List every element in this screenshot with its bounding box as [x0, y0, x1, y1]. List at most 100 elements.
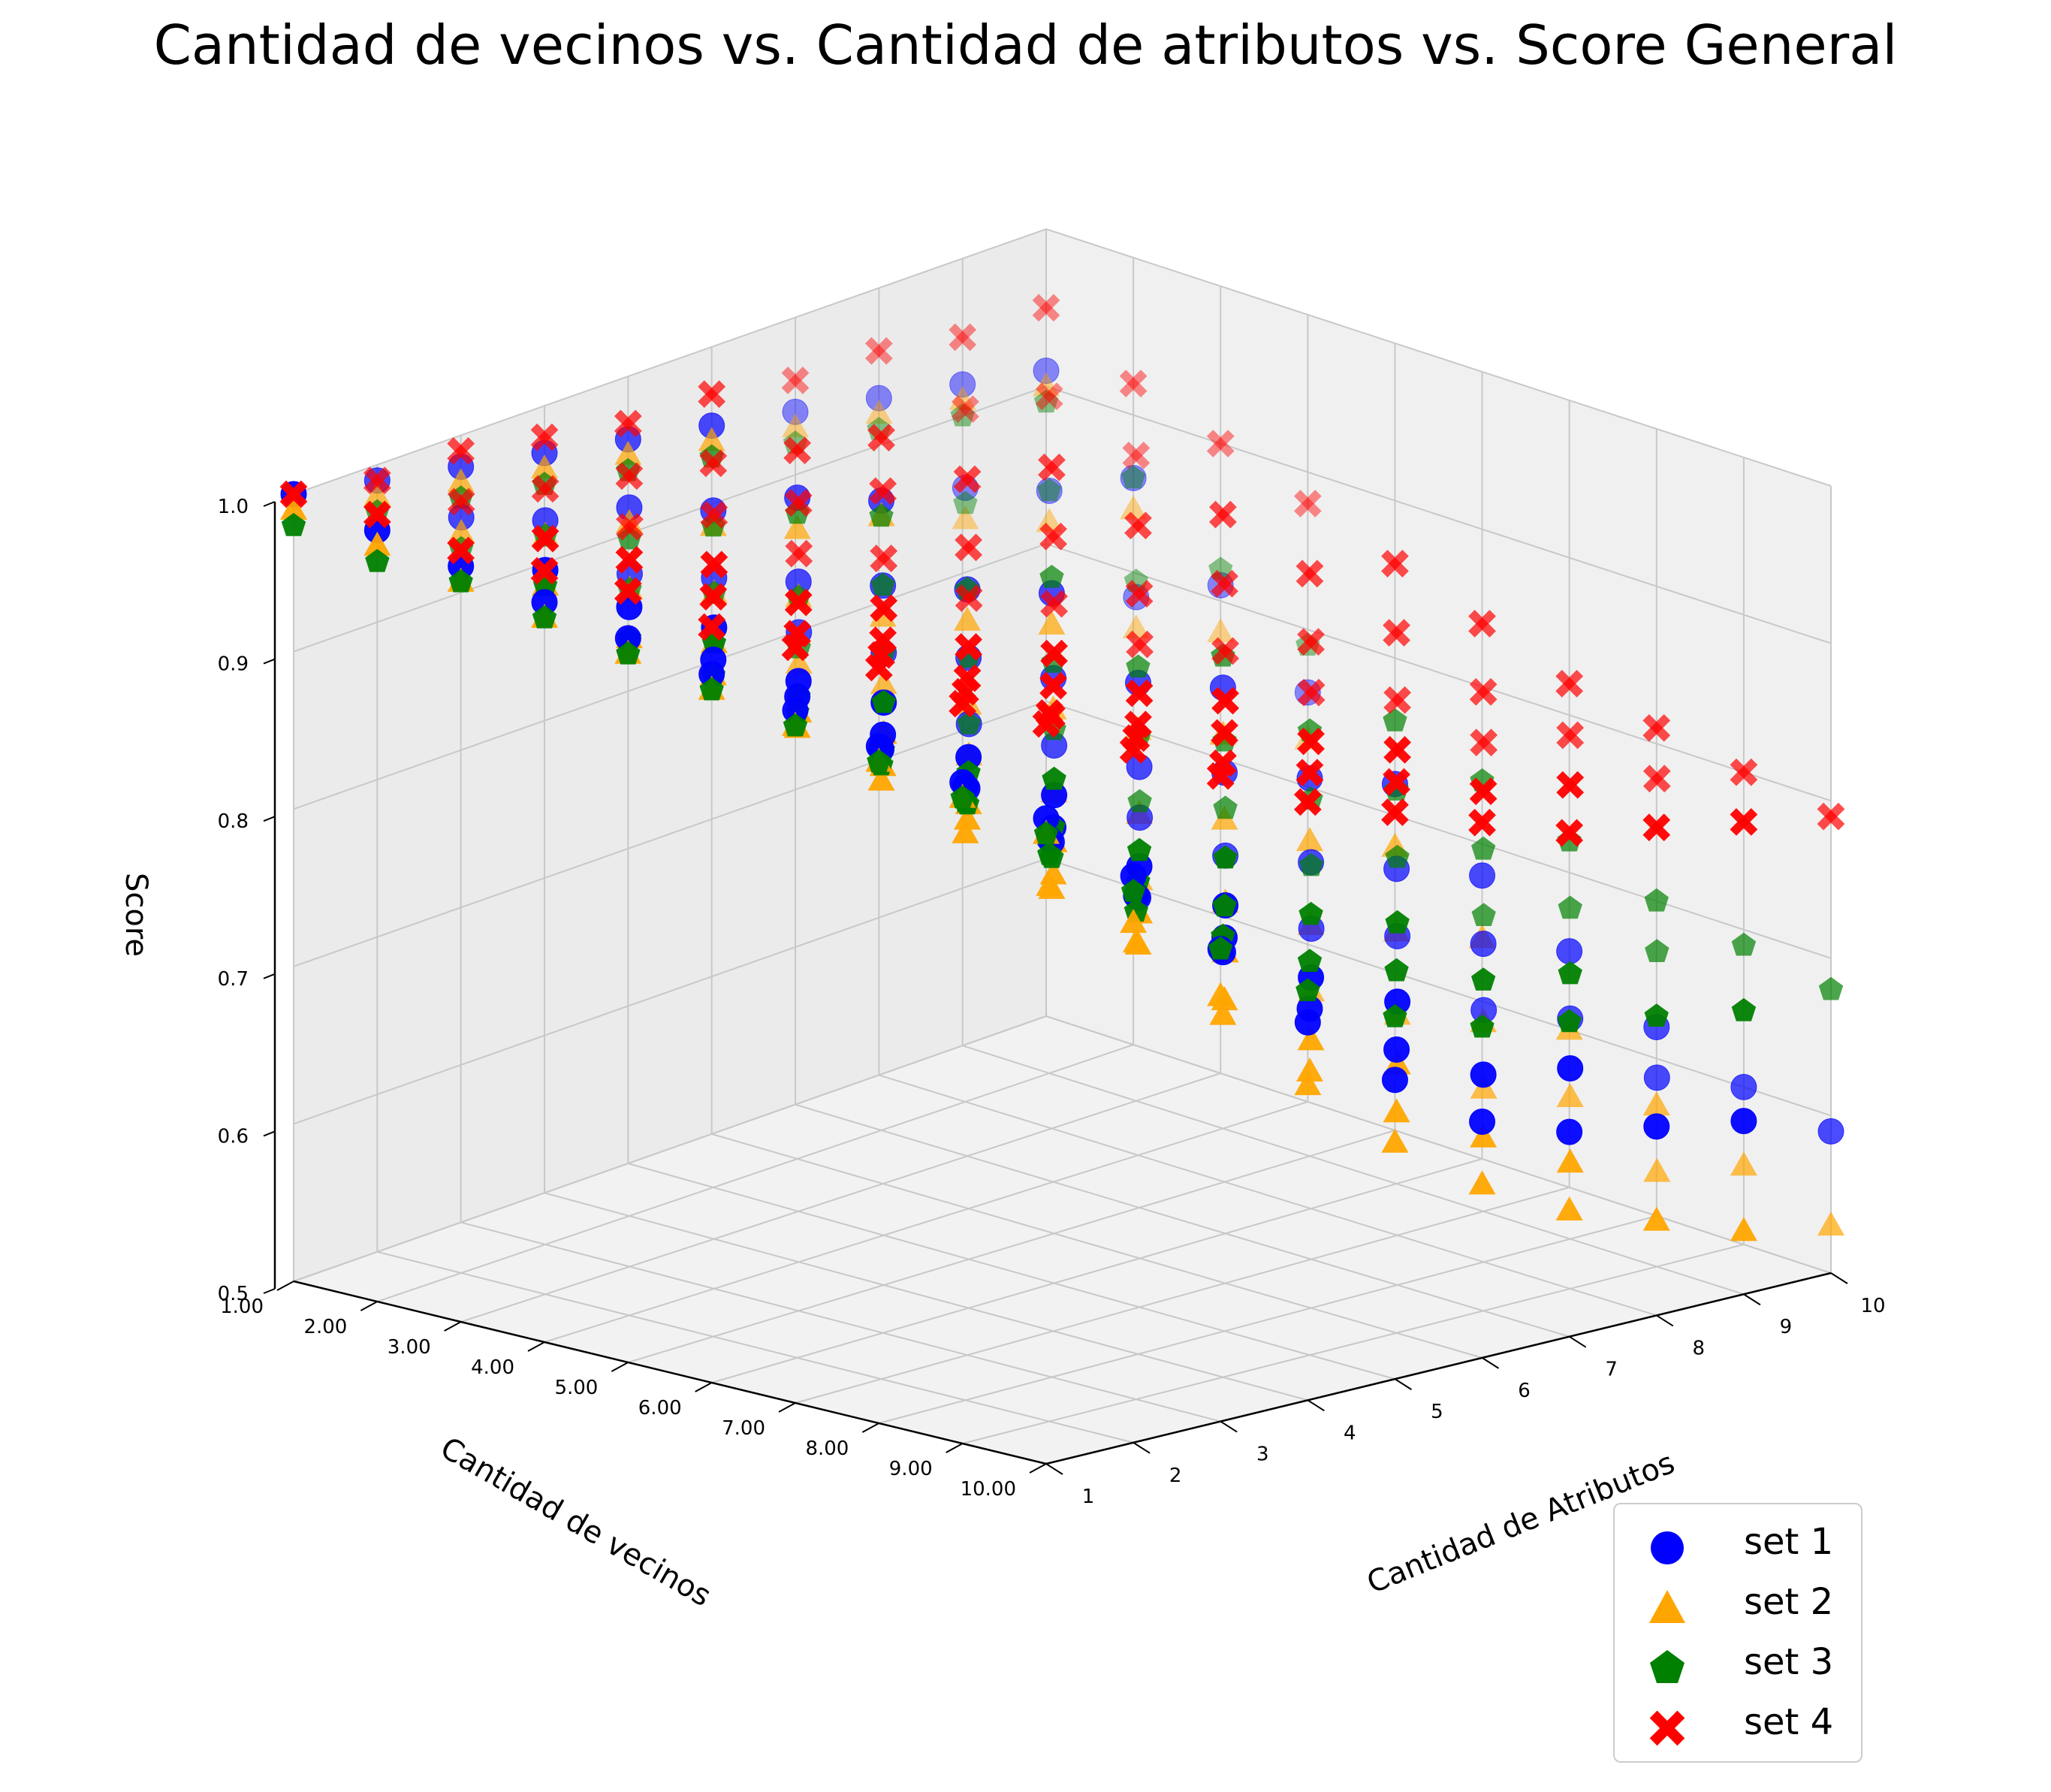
x-marker-bar [783, 436, 812, 465]
x-marker-bar [1383, 619, 1410, 647]
data-point-x [1469, 777, 1498, 806]
data-point-pentagon [953, 490, 978, 514]
data-point-pentagon [1385, 844, 1410, 868]
x-marker-bar [1556, 771, 1585, 799]
grid-line [293, 700, 1832, 967]
x-marker-bar [1032, 294, 1060, 322]
x-marker-bar [1122, 442, 1151, 469]
data-point-pentagon [1212, 893, 1237, 917]
x-tick [946, 1443, 964, 1453]
data-point-pentagon [699, 677, 724, 701]
z-tick-label: 0.8 [218, 810, 249, 833]
grid-line [711, 1158, 1482, 1383]
data-point-x [1556, 721, 1585, 750]
data-point-x [1206, 762, 1235, 790]
data-point-pentagon [1037, 842, 1062, 865]
data-point-pentagon [1385, 910, 1410, 934]
data-point-x [955, 533, 983, 562]
data-point-triangle [1642, 1206, 1670, 1231]
x-marker-bar [363, 466, 391, 495]
data-point-circle [865, 385, 892, 412]
data-point-pentagon [1383, 708, 1407, 732]
x-tick-label: 10.00 [961, 1478, 1016, 1501]
x-marker-bar [949, 323, 977, 351]
data-point-x [1038, 453, 1066, 481]
data-point-x [1295, 560, 1324, 588]
data-point-triangle [1295, 1057, 1323, 1082]
x-marker-bar [951, 395, 979, 424]
x-tick [861, 1422, 879, 1433]
data-point-triangle [1817, 1211, 1844, 1236]
data-point-pentagon [1558, 961, 1582, 985]
data-point-x [1119, 370, 1148, 398]
x-marker-bar [531, 475, 560, 503]
x-tick [695, 1382, 713, 1392]
data-point-x [781, 367, 810, 394]
data-point-x [864, 336, 893, 365]
data-point-pentagon [1121, 879, 1146, 902]
data-point-x [1211, 637, 1239, 665]
data-point-x [1470, 729, 1498, 757]
x-marker-bar [870, 594, 898, 623]
data-point-pentagon [1126, 654, 1151, 678]
data-point-circle [782, 398, 809, 425]
z-tick [263, 1130, 276, 1137]
data-point-x [1381, 550, 1409, 578]
x-axis-line [293, 1280, 1047, 1465]
data-point-triangle [531, 454, 558, 479]
data-point-x [1125, 580, 1154, 608]
x-marker-bar [614, 577, 642, 605]
z-tick [263, 816, 276, 822]
data-point-pentagon [1384, 958, 1409, 982]
data-point-x [1381, 798, 1409, 826]
x-marker-bar [1468, 609, 1496, 638]
data-point-triangle [952, 819, 979, 843]
data-point-pentagon [1295, 978, 1320, 1002]
x-tick-label: 8.00 [805, 1438, 849, 1460]
x-tick [778, 1402, 796, 1413]
data-point-pentagon [1121, 465, 1146, 489]
data-point-x [698, 613, 726, 641]
grid-line [544, 1101, 1308, 1343]
data-point-pentagon [1042, 766, 1066, 790]
data-point-circle [1643, 1113, 1670, 1140]
x-marker-bar [1381, 798, 1409, 826]
x-marker-bar [949, 323, 977, 351]
data-point-triangle [1556, 1083, 1584, 1108]
x-marker-bar [953, 465, 982, 493]
data-point-x [1642, 765, 1671, 793]
data-point-x [1206, 430, 1235, 457]
x-marker-bar [1038, 453, 1066, 481]
x-marker-bar [1555, 819, 1584, 847]
data-point-x [700, 551, 728, 579]
y-tick-label: 1 [1082, 1486, 1095, 1508]
data-point-triangle [447, 468, 475, 493]
data-point-circle [1557, 1054, 1584, 1082]
data-point-triangle [1730, 1151, 1757, 1176]
data-point-x [953, 465, 982, 493]
x-marker-bar [1817, 802, 1845, 831]
y-tick-label: 10 [1860, 1295, 1885, 1317]
data-point-x [784, 489, 813, 517]
data-point-x [864, 653, 893, 682]
chart-title: Cantidad de vecinos vs. Cantidad de atri… [153, 14, 1898, 77]
data-point-x [1730, 808, 1758, 836]
data-point-x [1293, 788, 1322, 816]
x-tick-label: 1.00 [220, 1296, 264, 1318]
data-point-pentagon [1033, 389, 1059, 413]
data-point-x [530, 557, 559, 585]
grid-line [711, 1133, 1482, 1359]
data-point-x [614, 409, 642, 438]
data-point-triangle [1383, 1098, 1410, 1123]
data-point-circle [1817, 1118, 1844, 1145]
x-tick-label: 5.00 [554, 1377, 598, 1399]
x-marker-bar [1297, 727, 1325, 756]
data-point-x [785, 539, 813, 568]
data-point-triangle [870, 670, 897, 695]
data-point-x [1468, 808, 1496, 837]
x-marker-bar [1293, 490, 1322, 517]
data-point-triangle [782, 413, 809, 438]
z-tick-label: 0.7 [218, 968, 249, 991]
y-tick [1482, 1357, 1500, 1369]
x-marker-bar [1295, 560, 1324, 588]
